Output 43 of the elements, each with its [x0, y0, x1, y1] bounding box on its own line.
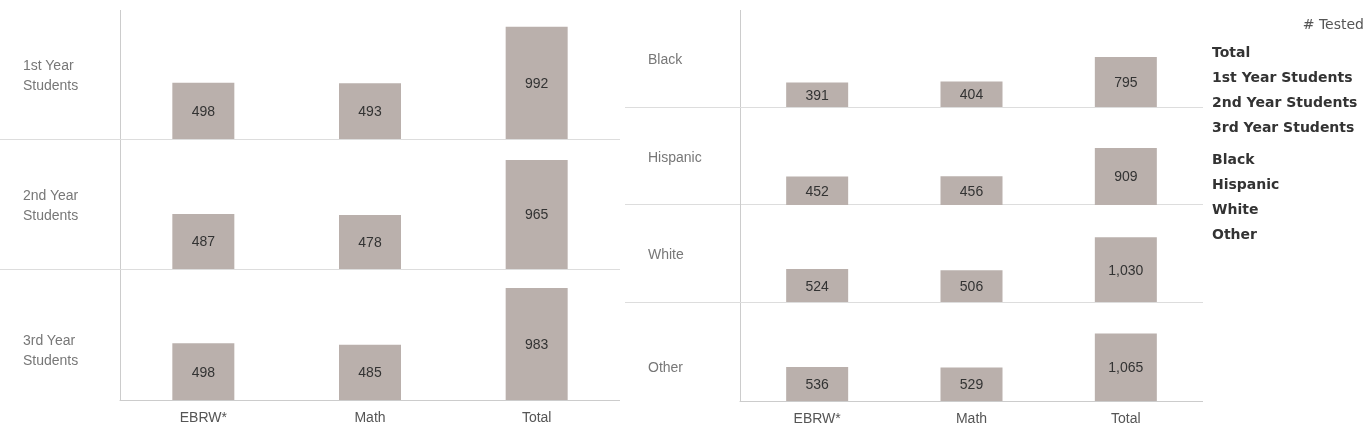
- x-tick-label: EBRW*: [179, 409, 228, 425]
- x-tick-label: Total: [521, 409, 552, 425]
- text: Other: [1212, 226, 1258, 242]
- text: Other: [648, 358, 684, 375]
- data-label: 391: [805, 86, 830, 103]
- text: 2nd Year Students: [1212, 94, 1359, 110]
- x-tick-label: Math: [955, 409, 988, 426]
- text: 2nd Year Students: [23, 186, 83, 223]
- data-label: 524: [805, 277, 830, 294]
- data-label: 909: [1114, 167, 1138, 184]
- x-tick-label: Total: [1111, 409, 1141, 426]
- text: # Tested: [1301, 16, 1364, 32]
- data-label: 529: [959, 375, 984, 392]
- data-label: 983: [524, 335, 549, 352]
- data-label: 498: [191, 363, 216, 380]
- data-label: 493: [358, 103, 382, 120]
- data-label: 992: [524, 74, 549, 91]
- data-label: 478: [358, 233, 382, 250]
- x-tick-label: EBRW*: [793, 409, 842, 426]
- text: Total: [1212, 44, 1252, 60]
- text: Black: [1212, 151, 1256, 167]
- data-label: 1,065: [1108, 358, 1144, 375]
- data-label: 456: [959, 182, 984, 199]
- data-label: 452: [805, 182, 830, 199]
- data-label: 536: [805, 375, 830, 392]
- data-label: 487: [191, 233, 216, 250]
- x-tick-label: Math: [354, 409, 386, 425]
- chart-title: Hispanic: [648, 148, 702, 164]
- text: 1st Year Students: [1212, 69, 1354, 85]
- chart-title: Black: [648, 50, 684, 67]
- text: Hispanic: [1212, 176, 1281, 192]
- data-label: 965: [524, 206, 549, 223]
- text: White: [1212, 201, 1260, 217]
- text: 3rd Year Students: [23, 332, 80, 368]
- data-label: 498: [191, 102, 216, 119]
- text: 1st Year Students: [23, 56, 79, 93]
- data-label: 795: [1114, 74, 1138, 91]
- data-label: 404: [959, 86, 984, 103]
- data-label: 1,030: [1108, 261, 1144, 278]
- data-label: 506: [959, 278, 984, 295]
- data-label: 485: [358, 364, 382, 381]
- text: White: [648, 245, 684, 262]
- text: 3rd Year Students: [1212, 119, 1356, 135]
